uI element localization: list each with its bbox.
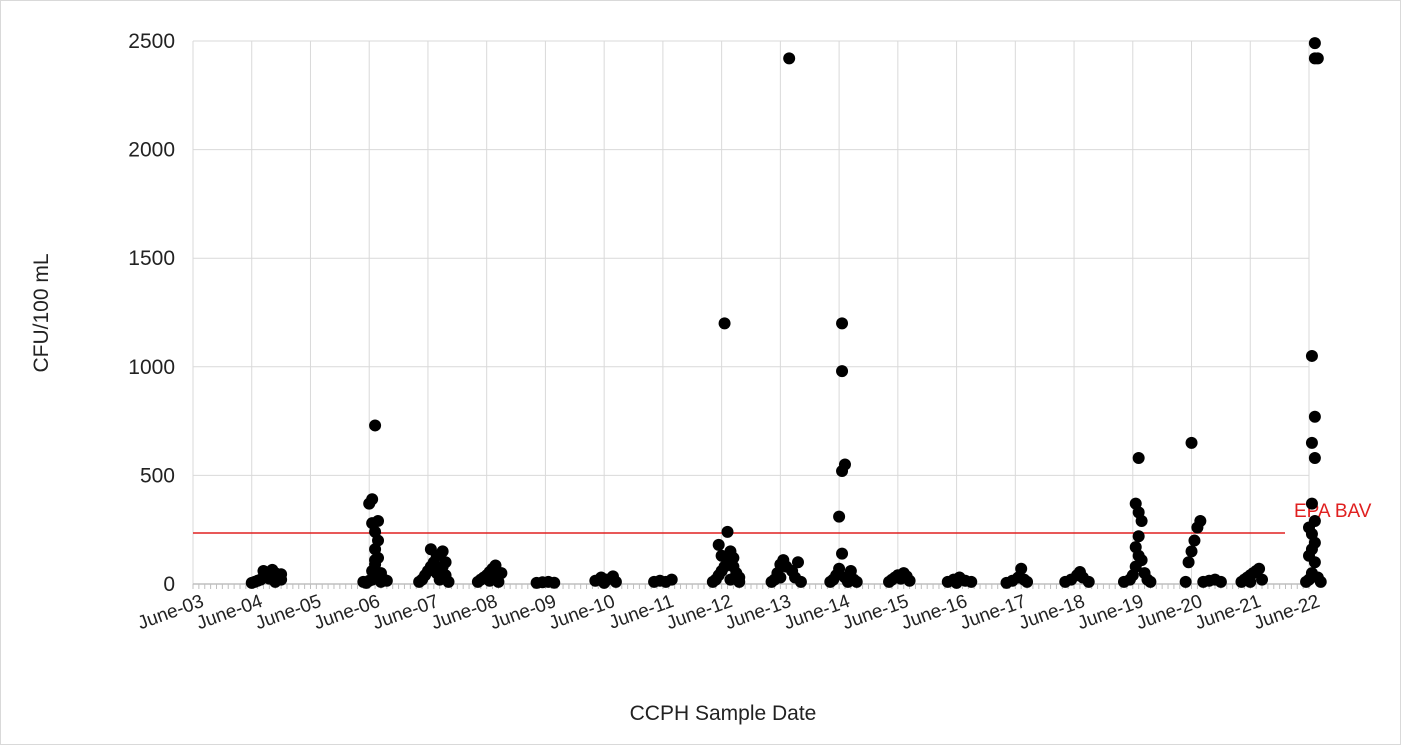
- data-point: [836, 317, 849, 330]
- data-point: [1021, 575, 1034, 588]
- data-point: [275, 568, 288, 581]
- data-point: [724, 573, 737, 586]
- data-point: [1015, 562, 1028, 575]
- y-axis-title: CFU/100 mL: [30, 253, 53, 372]
- data-point: [783, 52, 796, 65]
- y-tick-label: 1000: [128, 356, 175, 379]
- data-point: [1308, 452, 1321, 465]
- data-point: [1188, 534, 1201, 547]
- data-point: [548, 576, 561, 589]
- data-points: [245, 37, 1327, 589]
- data-point: [439, 556, 452, 569]
- data-point: [366, 493, 379, 506]
- data-point: [1129, 541, 1142, 554]
- data-point: [850, 575, 863, 588]
- data-point: [665, 573, 678, 586]
- data-point: [1194, 515, 1207, 528]
- data-point: [598, 576, 611, 589]
- data-point: [833, 510, 846, 523]
- y-tick-label: 0: [163, 573, 175, 596]
- gridlines: [192, 40, 1310, 584]
- data-point: [369, 419, 382, 432]
- data-point: [495, 567, 508, 580]
- data-point: [833, 562, 846, 575]
- y-tick-label: 500: [140, 464, 175, 487]
- data-point: [442, 575, 455, 588]
- data-point: [836, 547, 849, 560]
- data-point: [1314, 575, 1327, 588]
- data-point: [1311, 52, 1324, 65]
- data-point: [1214, 575, 1227, 588]
- data-point: [1308, 515, 1321, 528]
- data-point: [436, 545, 449, 558]
- data-point: [1132, 530, 1145, 543]
- data-point: [1185, 545, 1198, 558]
- x-axis-title: CCPH Sample Date: [630, 702, 817, 725]
- data-point: [1244, 575, 1257, 588]
- data-point: [1308, 410, 1321, 423]
- data-point: [372, 515, 385, 528]
- data-point: [1135, 554, 1148, 567]
- data-point: [774, 571, 787, 584]
- y-tick-label: 2000: [128, 139, 175, 162]
- data-point: [1305, 436, 1318, 449]
- data-point: [1182, 556, 1195, 569]
- data-point: [950, 576, 963, 589]
- data-point: [1308, 37, 1321, 50]
- data-point: [836, 365, 849, 378]
- data-point: [1082, 575, 1095, 588]
- y-tick-label: 2500: [128, 30, 175, 53]
- y-tick-label: 1500: [128, 247, 175, 270]
- data-point: [1253, 562, 1266, 575]
- data-point: [1179, 575, 1192, 588]
- data-point: [1256, 573, 1269, 586]
- data-point: [1305, 497, 1318, 510]
- data-point: [794, 575, 807, 588]
- data-point: [483, 574, 496, 587]
- epa-bav-label: EPA BAV: [1294, 501, 1372, 522]
- data-point: [1185, 436, 1198, 449]
- data-point: [609, 575, 622, 588]
- data-point: [712, 538, 725, 551]
- data-point: [721, 525, 734, 538]
- data-point: [1132, 452, 1145, 465]
- data-point: [424, 543, 437, 556]
- data-point: [838, 458, 851, 471]
- data-point: [727, 551, 740, 564]
- data-point: [965, 575, 978, 588]
- data-point: [374, 567, 387, 580]
- data-point: [1129, 497, 1142, 510]
- y-tick-labels: 0 500 1000 1500 2000 2500: [128, 30, 175, 596]
- data-point: [1305, 349, 1318, 362]
- data-point: [1144, 575, 1157, 588]
- data-point: [718, 317, 731, 330]
- data-point: [791, 556, 804, 569]
- data-point: [903, 574, 916, 587]
- data-point: [369, 554, 382, 567]
